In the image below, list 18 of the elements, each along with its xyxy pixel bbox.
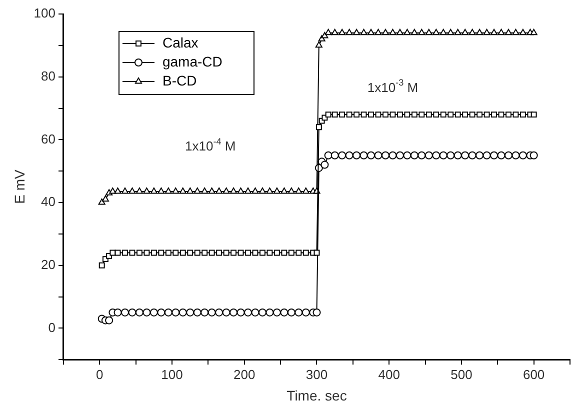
y-tick-label: 40 <box>41 194 56 210</box>
legend-label: B-CD <box>162 72 197 88</box>
x-tick-label: 400 <box>378 366 400 382</box>
legend-label: gama-CD <box>162 53 222 70</box>
x-tick-label: 0 <box>96 366 104 382</box>
y-tick-label: 80 <box>41 68 56 84</box>
x-tick-label: 100 <box>161 366 183 382</box>
x-tick-label: 300 <box>306 366 328 382</box>
y-tick-label: 60 <box>41 131 56 146</box>
x-tick-label: 200 <box>234 366 256 382</box>
y-axis-title: E mV <box>11 169 28 204</box>
x-tick-label: 600 <box>522 366 545 382</box>
x-tick-label: 500 <box>450 366 472 382</box>
x-axis-title: Time. sec <box>286 387 347 404</box>
legend-label: Calax <box>162 34 198 50</box>
y-tick-label: 20 <box>41 256 56 272</box>
y-tick-label: 100 <box>34 6 56 21</box>
y-tick-label: 0 <box>48 320 56 335</box>
